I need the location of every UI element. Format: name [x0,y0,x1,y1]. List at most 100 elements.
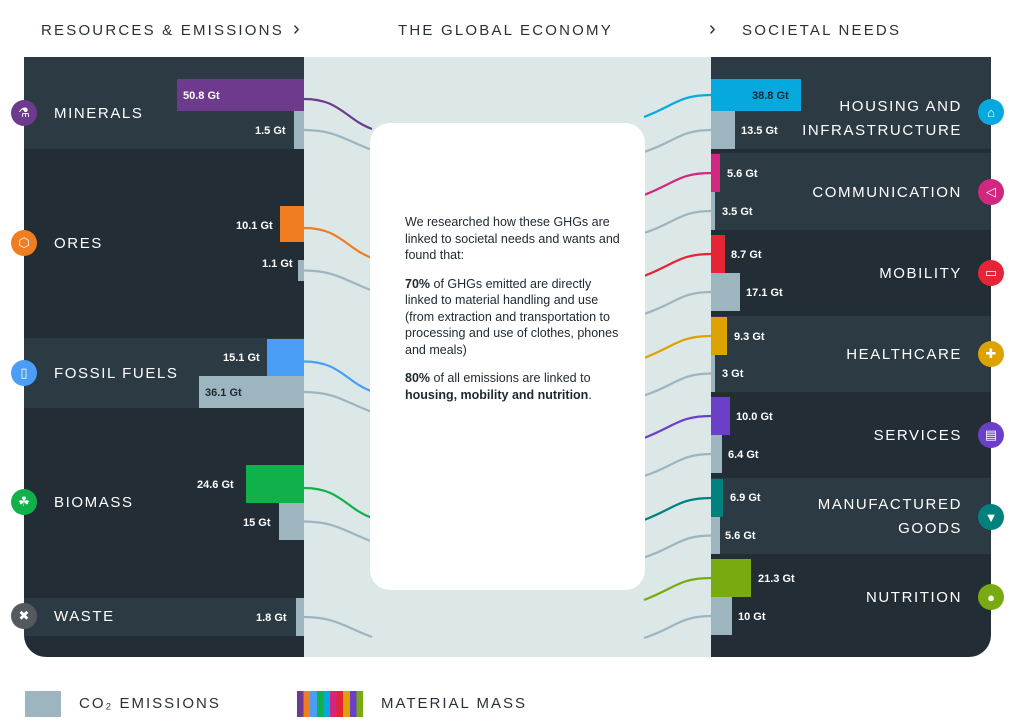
emission-value: 6.4 Gt [728,449,759,461]
house-icon: ⌂ [978,99,1004,125]
material-flow [643,576,712,602]
canister-icon: ▯ [11,360,37,386]
header-needs: SOCIETAL NEEDS [742,22,902,39]
material-bar [711,397,730,435]
need-label: MANUFACTURED [817,496,962,513]
material-value: 5.6 Gt [727,168,758,180]
emission-value: 13.5 Gt [741,125,778,137]
resource-label: BIOMASS [54,494,134,511]
emission-value: 15 Gt [243,517,271,529]
material-flow [643,171,712,197]
header-resources: RESOURCES & EMISSIONS [41,22,284,39]
emission-bar [711,192,715,230]
material-flow [643,252,712,278]
need-label: COMMUNICATION [812,184,962,201]
chat-icon: ▤ [978,422,1004,448]
emission-flow [643,372,712,397]
emission-value: 17.1 Gt [746,287,783,299]
material-flow [643,496,712,522]
material-flow [643,414,712,440]
need-band [711,478,991,554]
finding-70-text: of GHGs emitted are directly linked to m… [405,276,619,357]
emission-flow [303,615,373,639]
emission-flow [643,614,712,640]
need-label: MOBILITY [879,265,962,282]
material-bar [711,317,727,355]
hexagon-icon: ⬡ [11,230,37,256]
material-flow [303,486,373,520]
material-flow [643,334,712,360]
apple-icon: ● [978,584,1004,610]
material-value: 24.6 Gt [197,479,234,491]
emission-flow [303,269,373,292]
material-bar [267,339,304,376]
emission-flow [303,390,373,414]
material-value: 15.1 Gt [223,352,260,364]
resource-label: ORES [54,235,103,252]
emission-value: 36.1 Gt [205,387,242,399]
emission-bar [294,111,304,149]
leaf-icon: ☘ [11,489,37,515]
header-economy: THE GLOBAL ECONOMY [398,22,613,39]
material-value: 9.3 Gt [734,331,765,343]
emission-flow [303,520,373,543]
emission-flow [643,209,712,235]
emission-flow [643,452,712,478]
emission-bar [711,355,715,392]
need-label: NUTRITION [865,589,962,606]
need-label: SERVICES [873,427,962,444]
finding-70: 70% of GHGs emitted are directly linked … [405,276,620,359]
truck-icon: ▭ [978,260,1004,286]
emission-flow [643,290,712,316]
material-value: 38.8 Gt [752,90,789,102]
material-flow [643,93,712,119]
need-band [711,316,991,392]
emission-bar [711,435,722,473]
material-value: 50.8 Gt [183,90,220,102]
emission-bar [298,260,304,281]
shirt-icon: ▼ [978,504,1004,530]
emission-value: 5.6 Gt [725,530,756,542]
findings-card: We researched how these GHGs are linked … [370,123,645,590]
resource-label: MINERALS [54,105,144,122]
resource-band [24,598,304,636]
findings-text: We researched how these GHGs are linked … [405,214,620,415]
chevron-right-icon: › [709,18,716,40]
chevron-right-icon: › [293,18,300,40]
material-flow [303,97,373,131]
need-label: INFRASTRUCTURE [802,122,962,139]
emission-bar [199,376,304,408]
material-bar [280,206,304,242]
material-bar [711,79,801,111]
material-bar [246,465,304,503]
emission-bar [711,597,732,635]
cross-icon: ✚ [978,341,1004,367]
material-value: 10.1 Gt [236,220,273,232]
emission-value: 1.1 Gt [262,258,293,270]
emission-value: 3.5 Gt [722,206,753,218]
need-label: GOODS [898,520,962,537]
material-value: 6.9 Gt [730,492,761,504]
flask-icon: ⚗ [11,100,37,126]
finding-80: 80% of all emissions are linked to housi… [405,370,620,403]
emission-bar [711,273,740,311]
need-label: HOUSING AND [839,98,962,115]
legend-co2-swatch [25,691,61,717]
emission-bar [711,111,735,149]
resource-label: FOSSIL FUELS [54,365,179,382]
material-flow [303,360,373,393]
material-bar [711,479,723,517]
legend-co2-label: CO₂ EMISSIONS [79,695,221,712]
emission-flow [303,128,373,152]
emission-bar [711,517,720,554]
material-bar [711,559,751,597]
finding-80-value: 80% [405,371,431,385]
emission-flow [643,128,712,154]
emission-value: 10 Gt [738,611,766,623]
need-label: HEALTHCARE [846,346,962,363]
emission-bar [279,503,304,540]
findings-intro: We researched how these GHGs are linked … [405,215,620,262]
legend-material-label: MATERIAL MASS [381,695,528,712]
finding-80-highlight: housing, mobility and nutrition [405,387,589,402]
